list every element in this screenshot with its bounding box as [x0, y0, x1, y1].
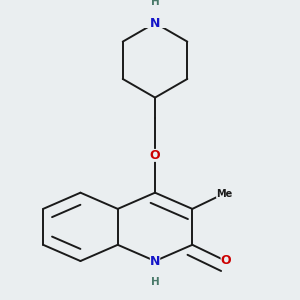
Text: O: O [220, 254, 231, 268]
Text: N: N [150, 254, 160, 268]
Text: H: H [151, 277, 159, 286]
Text: H: H [151, 0, 159, 8]
Text: O: O [150, 149, 160, 162]
Text: N: N [150, 16, 160, 29]
Text: Me: Me [216, 188, 232, 199]
